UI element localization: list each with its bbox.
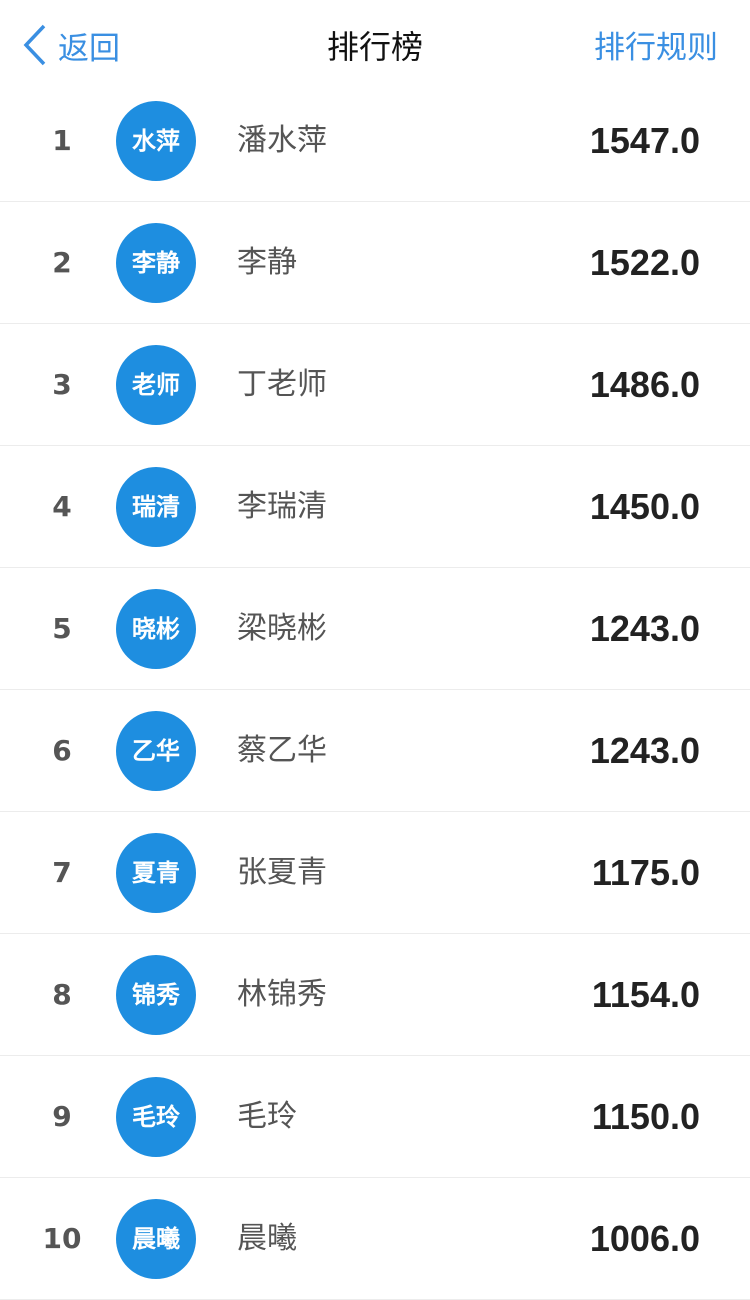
rank-number: 3 xyxy=(52,368,72,401)
score: 1450.0 xyxy=(589,486,700,527)
rank-number: 2 xyxy=(52,246,72,279)
ranking-row[interactable]: 5 晓彬 梁晓彬 1243.0 xyxy=(0,568,750,690)
score: 1150.0 xyxy=(591,1096,700,1137)
ranking-row[interactable]: 6 乙华 蔡乙华 1243.0 xyxy=(0,690,750,812)
ranking-row[interactable]: 4 瑞清 李瑞清 1450.0 xyxy=(0,446,750,568)
rank-number: 4 xyxy=(52,490,72,523)
ranking-row[interactable]: 9 毛玲 毛玲 1150.0 xyxy=(0,1056,750,1178)
avatar: 晨曦 xyxy=(116,1199,196,1279)
score: 1006.0 xyxy=(589,1218,700,1259)
user-name: 张夏青 xyxy=(237,855,327,890)
score: 1486.0 xyxy=(589,364,700,405)
avatar: 夏青 xyxy=(116,833,196,913)
avatar: 水萍 xyxy=(116,101,196,181)
user-name: 毛玲 xyxy=(237,1099,297,1134)
rank-number: 6 xyxy=(52,734,72,767)
rank-number: 8 xyxy=(52,978,72,1011)
score: 1154.0 xyxy=(591,974,700,1015)
score: 1547.0 xyxy=(589,120,700,161)
avatar: 老师 xyxy=(116,345,196,425)
rank-number: 1 xyxy=(52,124,72,157)
user-name: 蔡乙华 xyxy=(237,733,327,768)
score: 1243.0 xyxy=(589,608,700,649)
user-name: 梁晓彬 xyxy=(237,611,327,646)
user-name: 丁老师 xyxy=(237,367,327,402)
ranking-row[interactable]: 1 水萍 潘水萍 1547.0 xyxy=(0,80,750,202)
score: 1175.0 xyxy=(591,852,700,893)
user-name: 林锦秀 xyxy=(237,977,327,1012)
ranking-row[interactable]: 3 老师 丁老师 1486.0 xyxy=(0,324,750,446)
rank-number: 5 xyxy=(52,612,72,645)
chevron-left-icon xyxy=(23,24,46,66)
avatar: 毛玲 xyxy=(116,1077,196,1157)
nav-bar: 返回 排行榜 排行规则 xyxy=(0,0,750,80)
user-name: 李静 xyxy=(237,245,297,280)
ranking-row[interactable]: 7 夏青 张夏青 1175.0 xyxy=(0,812,750,934)
back-label: 返回 xyxy=(58,30,120,67)
rank-number: 9 xyxy=(52,1100,72,1133)
avatar: 晓彬 xyxy=(116,589,196,669)
avatar: 锦秀 xyxy=(116,955,196,1035)
rank-number: 10 xyxy=(42,1222,82,1255)
ranking-row[interactable]: 8 锦秀 林锦秀 1154.0 xyxy=(0,934,750,1056)
ranking-list: 1 水萍 潘水萍 1547.0 2 李静 李静 1522.0 3 老师 丁老师 1486.0 4 瑞清 李瑞… xyxy=(0,80,750,1300)
score: 1243.0 xyxy=(589,730,700,771)
avatar: 瑞清 xyxy=(116,467,196,547)
user-name: 李瑞清 xyxy=(237,489,327,524)
back-button[interactable]: 返回 xyxy=(22,22,120,68)
rank-number: 7 xyxy=(52,856,72,889)
ranking-row[interactable]: 2 李静 李静 1522.0 xyxy=(0,202,750,324)
score: 1522.0 xyxy=(589,242,700,283)
ranking-row[interactable]: 10 晨曦 晨曦 1006.0 xyxy=(0,1178,750,1300)
ranking-rules-link[interactable]: 排行规则 xyxy=(594,30,718,66)
user-name: 潘水萍 xyxy=(237,123,327,158)
avatar: 乙华 xyxy=(116,711,196,791)
page-title: 排行榜 xyxy=(326,28,423,66)
user-name: 晨曦 xyxy=(237,1221,297,1256)
avatar: 李静 xyxy=(116,223,196,303)
